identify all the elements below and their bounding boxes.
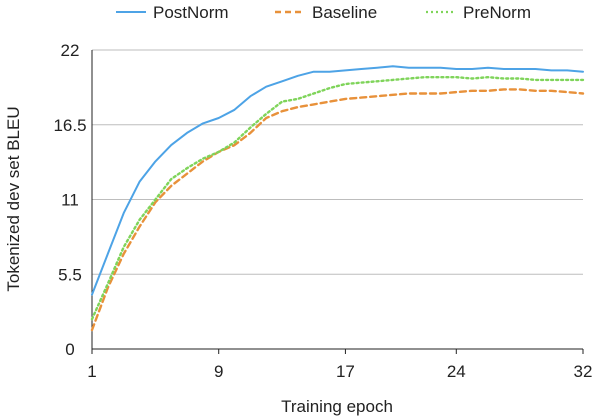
x-tick-label: 17 <box>336 362 355 381</box>
x-tick-labels: 1 9 17 24 32 <box>87 362 592 381</box>
x-tick-label: 32 <box>574 362 593 381</box>
y-tick-label: 22 <box>61 41 80 60</box>
x-tick-label: 24 <box>447 362 466 381</box>
legend: PostNorm Baseline PreNorm <box>116 3 531 22</box>
legend-label-prenorm: PreNorm <box>463 3 531 22</box>
y-tick-label: 16.5 <box>53 116 86 135</box>
series-line-postnorm <box>91 65 584 296</box>
y-tick-label: 0 <box>65 340 74 359</box>
x-axis-title: Training epoch <box>281 397 393 416</box>
y-tick-label: 5.5 <box>58 265 82 284</box>
series-line-prenorm <box>90 75 585 321</box>
legend-label-postnorm: PostNorm <box>153 3 229 22</box>
series-lines <box>90 65 585 332</box>
series-line-baseline <box>90 88 585 332</box>
x-tick-label: 1 <box>87 362 96 381</box>
gridlines <box>92 49 583 275</box>
x-tick-label: 9 <box>214 362 223 381</box>
axes <box>91 50 584 354</box>
y-tick-labels: 0 5.5 11 16.5 22 <box>53 41 86 359</box>
legend-label-baseline: Baseline <box>312 3 377 22</box>
y-tick-label: 11 <box>61 191 79 210</box>
y-axis-title: Tokenized dev set BLEU <box>4 106 23 291</box>
